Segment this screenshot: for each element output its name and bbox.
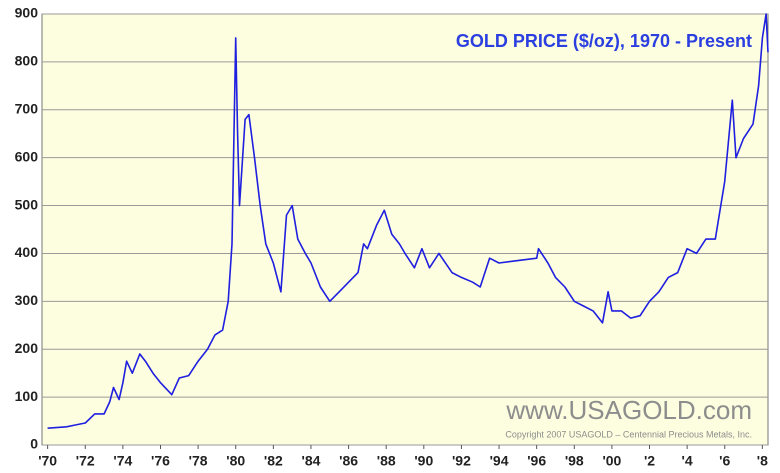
x-tick-label: '4 [682, 453, 693, 469]
y-tick-label: 600 [15, 148, 39, 164]
y-tick-label: 700 [15, 100, 39, 116]
y-tick-label: 500 [15, 196, 39, 212]
y-tick-label: 200 [15, 340, 39, 356]
x-tick-label: '92 [452, 453, 471, 469]
x-tick-label: '6 [719, 453, 730, 469]
y-tick-label: 800 [15, 53, 39, 69]
x-tick-label: '98 [565, 453, 584, 469]
copyright: Copyright 2007 USAGOLD – Centennial Prec… [505, 429, 752, 439]
x-tick-label: '84 [302, 453, 321, 469]
y-tick-label: 100 [15, 388, 39, 404]
y-tick-label: 0 [30, 436, 38, 452]
price-line [47, 13, 769, 429]
x-tick-label: '8 [757, 453, 768, 469]
x-tick-label: '70 [38, 453, 57, 469]
chart-title: GOLD PRICE ($/oz), 1970 - Present [456, 31, 752, 51]
x-tick-label: '94 [490, 453, 509, 469]
x-tick-label: '86 [339, 453, 358, 469]
x-tick-label: '90 [414, 453, 433, 469]
watermark: www.USAGOLD.com [505, 395, 752, 425]
x-tick-label: '80 [226, 453, 245, 469]
y-tick-label: 900 [15, 5, 39, 21]
y-tick-label: 400 [15, 244, 39, 260]
x-tick-label: '88 [377, 453, 396, 469]
x-tick-label: '00 [602, 453, 621, 469]
y-tick-label: 300 [15, 292, 39, 308]
plot-area [41, 13, 769, 446]
x-tick-label: '2 [644, 453, 655, 469]
x-tick-label: '82 [264, 453, 283, 469]
x-tick-label: '96 [527, 453, 546, 469]
x-tick-label: '76 [151, 453, 170, 469]
x-tick-label: '72 [76, 453, 95, 469]
x-tick-label: '78 [189, 453, 208, 469]
x-tick-label: '74 [113, 453, 132, 469]
